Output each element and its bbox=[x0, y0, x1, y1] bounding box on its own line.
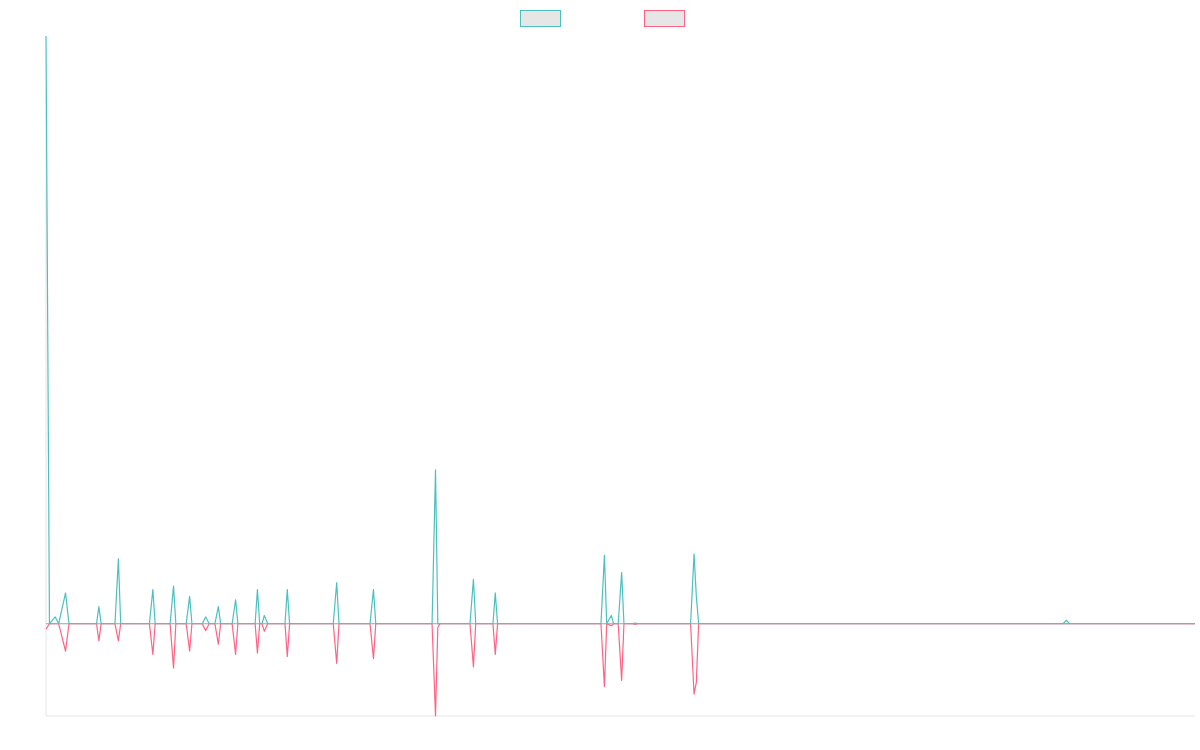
chart-axes bbox=[45, 36, 1195, 717]
series-line-1 bbox=[45, 35, 1195, 625]
chart-legend bbox=[520, 10, 685, 27]
series-layer bbox=[45, 35, 1195, 717]
series-line-2 bbox=[45, 623, 1195, 717]
legend-swatch-1[interactable] bbox=[520, 10, 561, 27]
legend-swatch-2[interactable] bbox=[644, 10, 685, 27]
